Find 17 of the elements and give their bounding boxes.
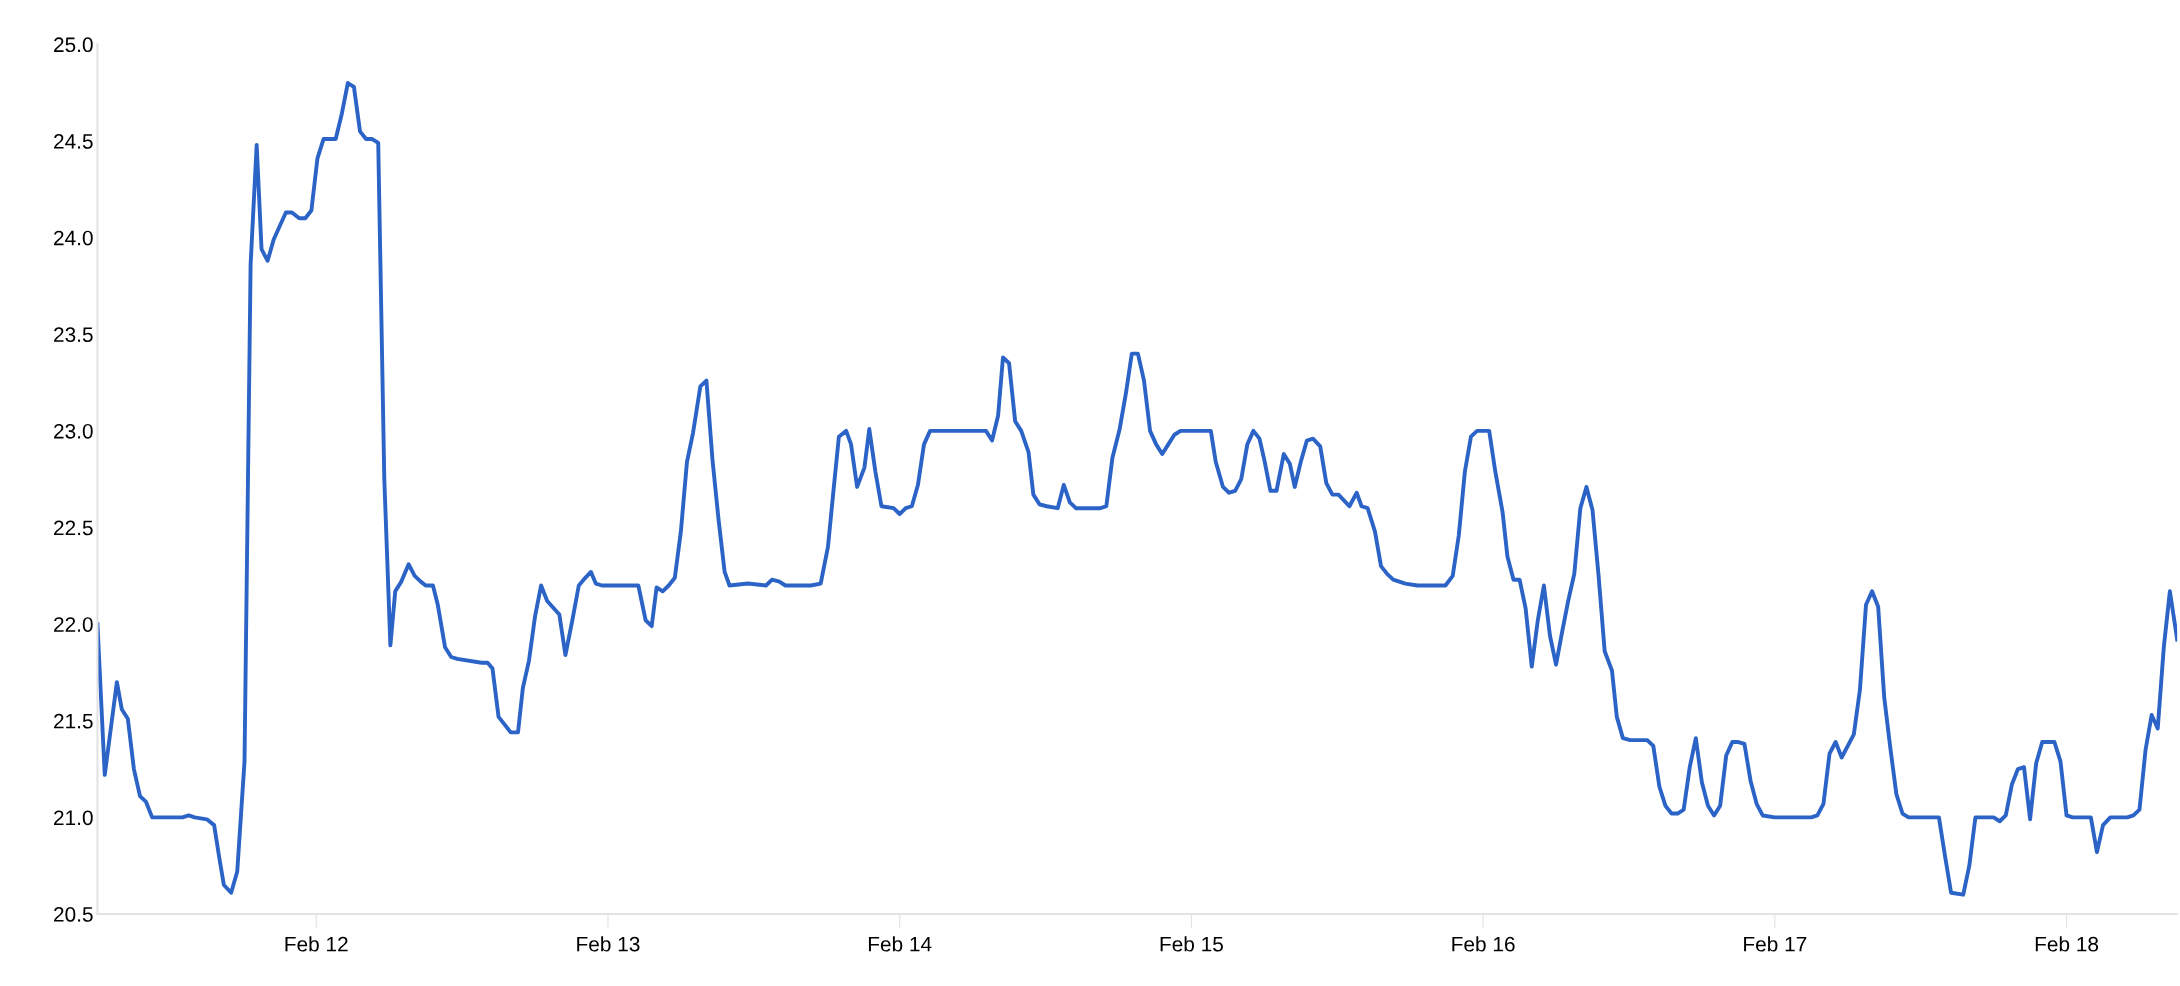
x-tick-label: Feb 14 [868,936,932,952]
x-tick-label: Feb 18 [2035,936,2099,952]
y-tick-label: 25.0 [54,37,93,53]
y-tick-label: 22.5 [54,520,93,536]
x-tick-label: Feb 16 [1452,936,1515,952]
x-tick-label: Feb 17 [1744,936,1807,952]
y-tick-label: 22.0 [54,617,93,632]
x-tick-label: Feb 12 [285,936,348,952]
x-tick-label: Feb 15 [1160,936,1223,952]
y-tick-label: 23.0 [54,423,93,439]
y-tick-label: 21.5 [54,713,93,729]
y-tick-label: 24.0 [54,230,93,246]
y-tick-label: 24.5 [54,134,93,149]
y-tick-label: 21.0 [54,810,93,826]
x-tick-label: Feb 13 [577,936,640,952]
y-tick-label: 23.5 [54,327,93,343]
y-tick-label: 20.5 [54,907,93,922]
